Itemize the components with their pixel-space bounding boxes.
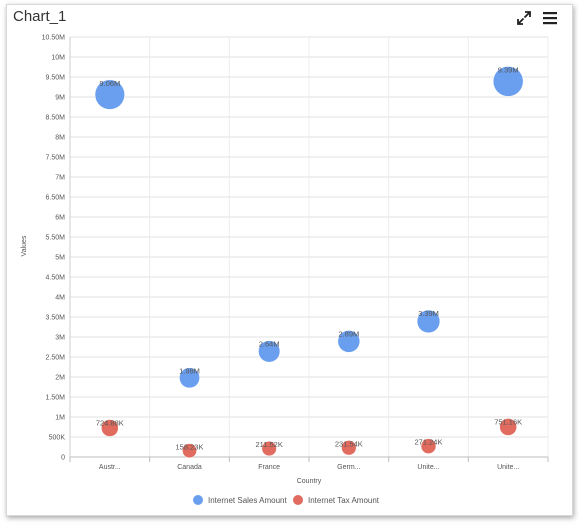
data-label: 2.89M — [338, 329, 359, 338]
legend-item[interactable]: Internet Tax Amount — [308, 496, 380, 505]
y-tick-label: 2.50M — [46, 355, 66, 362]
x-tick-label: Unite... — [497, 464, 519, 471]
data-label: 271.24K — [415, 438, 443, 447]
expand-icon[interactable] — [516, 10, 532, 26]
y-tick-label: 1.50M — [46, 395, 66, 402]
y-tick-label: 10M — [51, 55, 65, 62]
x-tick-label: Germ... — [337, 464, 360, 471]
x-tick-label: France — [258, 464, 280, 471]
bubble[interactable] — [258, 340, 281, 363]
data-label: 1.98M — [179, 367, 200, 376]
data-label: 2.64M — [259, 340, 280, 349]
legend-marker — [193, 495, 203, 505]
x-axis-label: Country — [297, 478, 322, 485]
legend-marker — [293, 495, 303, 505]
data-labels: 9.06M 1.98M 2.64M 2.89M 3.39M 9.39M 724.88K 158… — [96, 65, 522, 451]
bubble[interactable] — [416, 309, 441, 334]
bubble[interactable] — [101, 419, 119, 437]
bubble[interactable] — [337, 330, 361, 353]
x-axis: Austr... Canada France Germ... Unite... Unite… — [69, 456, 549, 471]
bubbles — [94, 66, 524, 459]
bubble[interactable] — [499, 418, 517, 436]
y-tick-label: 10.50M — [42, 35, 66, 42]
x-tick-label: Austr... — [99, 464, 121, 471]
x-tick-label: Canada — [177, 464, 202, 471]
chart-title: Chart_1 — [13, 8, 67, 25]
data-label: 231.54K — [335, 439, 363, 448]
y-tick-label: 500K — [49, 435, 66, 442]
data-label: 158.23K — [176, 443, 204, 452]
y-tick-label: 3M — [55, 335, 65, 342]
gridlines — [69, 36, 549, 458]
y-axis: 0 500K 1M 1.50M 2M 2.50M 3M 3.50M 4M 4.50M 5M 5.50M… — [42, 35, 71, 462]
bubble[interactable] — [182, 443, 197, 459]
data-label: 3.39M — [418, 309, 439, 318]
chart-toolbar — [516, 10, 558, 26]
y-tick-label: 9M — [55, 95, 65, 102]
bubble[interactable] — [94, 79, 125, 110]
y-tick-label: 5.50M — [46, 235, 66, 242]
y-tick-label: 4M — [55, 295, 65, 302]
x-tick-label: Unite... — [417, 464, 439, 471]
y-tick-label: 7.50M — [46, 155, 66, 162]
data-label: 211.52K — [255, 440, 282, 449]
y-tick-label: 6M — [55, 215, 65, 222]
bubble[interactable] — [179, 367, 200, 389]
y-tick-label: 5M — [55, 255, 65, 262]
y-tick-label: 3.50M — [46, 315, 66, 322]
data-label: 9.39M — [498, 65, 519, 74]
data-label: 751.16K — [494, 417, 522, 426]
legend: Internet Sales Amount Internet Tax Amount — [193, 495, 380, 505]
y-tick-label: 1M — [55, 415, 65, 422]
hamburger-menu-icon[interactable] — [542, 10, 558, 26]
legend-item[interactable]: Internet Sales Amount — [208, 496, 287, 505]
bubble[interactable] — [492, 66, 524, 97]
data-label: 724.88K — [96, 419, 124, 428]
data-label: 9.06M — [99, 79, 120, 88]
bubble[interactable] — [420, 438, 437, 454]
y-tick-label: 7M — [55, 175, 65, 182]
y-tick-label: 8M — [55, 135, 65, 142]
y-tick-label: 0 — [61, 455, 65, 462]
y-tick-label: 9.50M — [46, 75, 66, 82]
bubble[interactable] — [341, 440, 357, 456]
y-axis-label: Values — [21, 235, 28, 256]
y-tick-label: 4.50M — [46, 275, 66, 282]
y-tick-label: 8.50M — [46, 115, 66, 122]
y-tick-label: 6.50M — [46, 195, 66, 202]
bubble[interactable] — [261, 440, 277, 457]
y-tick-label: 2M — [55, 375, 65, 382]
